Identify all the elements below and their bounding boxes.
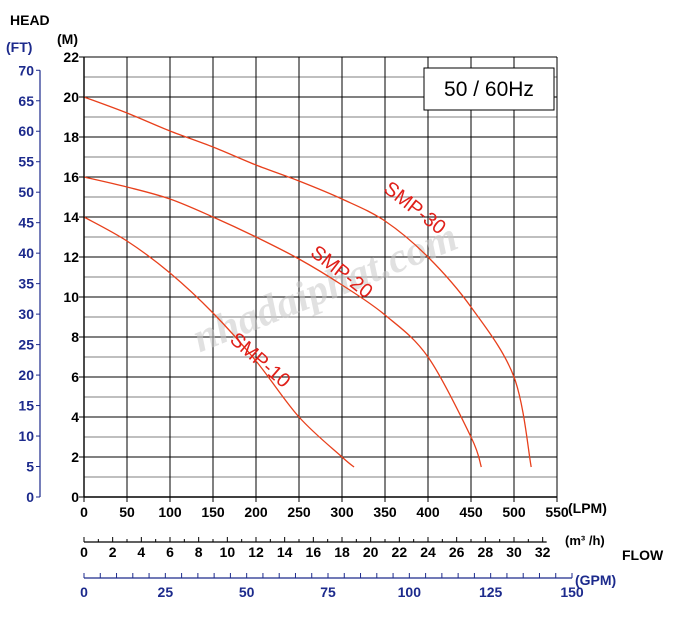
y-axis-meters: 0 2 4 6 8 10 12 14 16 18 20 22	[63, 49, 85, 505]
y-tick-label-m: 14	[63, 209, 79, 225]
y-tick-label-ft: 5	[26, 459, 34, 475]
x-tick-label-m3h: 0	[80, 544, 88, 560]
x-axis-gpm: 0 25 50 75 100 125 150	[80, 573, 584, 600]
x-tick-label-m3h: 8	[195, 544, 203, 560]
y-tick-label-m: 18	[63, 129, 79, 145]
y-tick-label-ft: 35	[18, 276, 34, 292]
x-tick-label-m3h: 26	[449, 544, 465, 560]
x-tick-label-lpm: 450	[459, 504, 483, 520]
y-tick-label-m: 2	[71, 449, 79, 465]
x-tick-label-m3h: 22	[392, 544, 408, 560]
x-tick-label-lpm: 550	[545, 504, 569, 520]
x-tick-label-m3h: 28	[478, 544, 494, 560]
frequency-badge: 50 / 60Hz	[444, 78, 534, 101]
y-tick-label-m: 20	[63, 89, 79, 105]
x-tick-label-gpm: 125	[479, 584, 503, 600]
x-tick-label-gpm: 150	[560, 584, 584, 600]
x-tick-label-lpm: 350	[373, 504, 397, 520]
y-axis-feet: 0 5 10 15 20 25 30 35 40 45 50 55 60 65 70	[18, 62, 41, 505]
y-tick-label-ft: 60	[18, 123, 34, 139]
y-tick-label-m: 0	[71, 489, 79, 505]
x-tick-label-lpm: 150	[201, 504, 225, 520]
x-tick-label-m3h: 12	[248, 544, 264, 560]
meter-unit-label: (M)	[57, 31, 78, 47]
y-tick-label-ft: 40	[18, 245, 34, 261]
x-tick-label-m3h: 14	[277, 544, 293, 560]
x-tick-label-lpm: 500	[502, 504, 526, 520]
y-tick-label-m: 4	[71, 409, 79, 425]
m3h-unit-label: (m³ /h)	[565, 533, 605, 548]
curve-smp-10	[83, 216, 355, 468]
flow-label: FLOW	[622, 547, 664, 563]
y-tick-label-m: 8	[71, 329, 79, 345]
y-tick-label-ft: 25	[18, 337, 34, 353]
y-tick-label-ft: 65	[18, 93, 34, 109]
frequency-badge-box	[423, 67, 555, 111]
x-tick-label-m3h: 20	[363, 544, 379, 560]
x-tick-label-lpm: 50	[119, 504, 135, 520]
x-tick-label-gpm: 0	[80, 584, 88, 600]
curve-smp-30	[83, 96, 532, 468]
x-tick-label-m3h: 2	[109, 544, 117, 560]
x-tick-label-m3h: 6	[166, 544, 174, 560]
watermark: nhadaiphat.com	[186, 214, 464, 362]
x-tick-label-gpm: 25	[158, 584, 174, 600]
x-tick-label-m3h: 16	[306, 544, 322, 560]
x-tick-label-lpm: 250	[287, 504, 311, 520]
y-tick-label-ft: 0	[26, 489, 34, 505]
x-tick-label-m3h: 10	[220, 544, 236, 560]
x-tick-label-m3h: 18	[334, 544, 350, 560]
head-label: HEAD	[10, 12, 50, 28]
x-axis-lpm: 0 50 100 150 200 250 300 350 400 450 500 550	[80, 496, 569, 520]
lpm-unit-label: (LPM)	[568, 500, 607, 516]
y-tick-label-m: 12	[63, 249, 79, 265]
x-tick-label-lpm: 300	[330, 504, 354, 520]
x-tick-label-m3h: 4	[137, 544, 145, 560]
y-tick-label-m: 22	[63, 49, 79, 65]
y-tick-label-ft: 45	[18, 215, 34, 231]
curve-smp-20	[83, 176, 482, 468]
x-tick-label-lpm: 200	[244, 504, 268, 520]
x-tick-label-m3h: 30	[506, 544, 522, 560]
y-tick-label-m: 6	[71, 369, 79, 385]
y-tick-label-ft: 55	[18, 154, 34, 170]
feet-unit-label: (FT)	[6, 39, 32, 55]
y-tick-label-ft: 50	[18, 184, 34, 200]
x-tick-label-gpm: 50	[239, 584, 255, 600]
y-tick-label-ft: 20	[18, 367, 34, 383]
x-tick-label-gpm: 75	[320, 584, 336, 600]
y-tick-label-m: 16	[63, 169, 79, 185]
x-tick-label-lpm: 100	[158, 504, 182, 520]
x-tick-label-m3h: 24	[420, 544, 436, 560]
y-tick-label-ft: 10	[18, 428, 34, 444]
y-tick-label-ft: 70	[18, 62, 34, 78]
y-tick-label-ft: 30	[18, 306, 34, 322]
x-tick-label-gpm: 100	[398, 584, 422, 600]
x-tick-label-m3h: 32	[535, 544, 551, 560]
x-tick-label-lpm: 400	[416, 504, 440, 520]
x-tick-label-lpm: 0	[80, 504, 88, 520]
gpm-unit-label: (GPM)	[575, 572, 616, 588]
x-axis-m3h: 0 2 4 6 8 10 12 14 16 18 20 22 24 26 28 30 32	[80, 537, 551, 560]
y-tick-label-m: 10	[63, 289, 79, 305]
y-tick-label-ft: 15	[18, 398, 34, 414]
